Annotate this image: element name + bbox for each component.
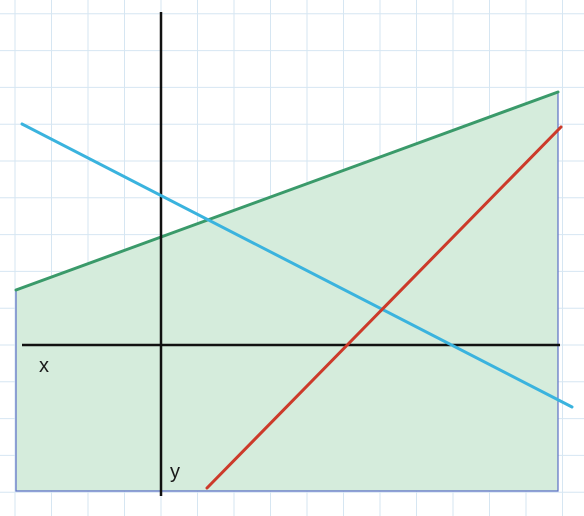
- x-axis-label: x: [39, 355, 49, 377]
- red-ascending-line: [205, 125, 563, 490]
- y-axis-label: y: [170, 461, 180, 483]
- blue-descending-line: [20, 122, 574, 409]
- shaded-region: [15, 91, 559, 492]
- green-boundary-line: [14, 90, 560, 292]
